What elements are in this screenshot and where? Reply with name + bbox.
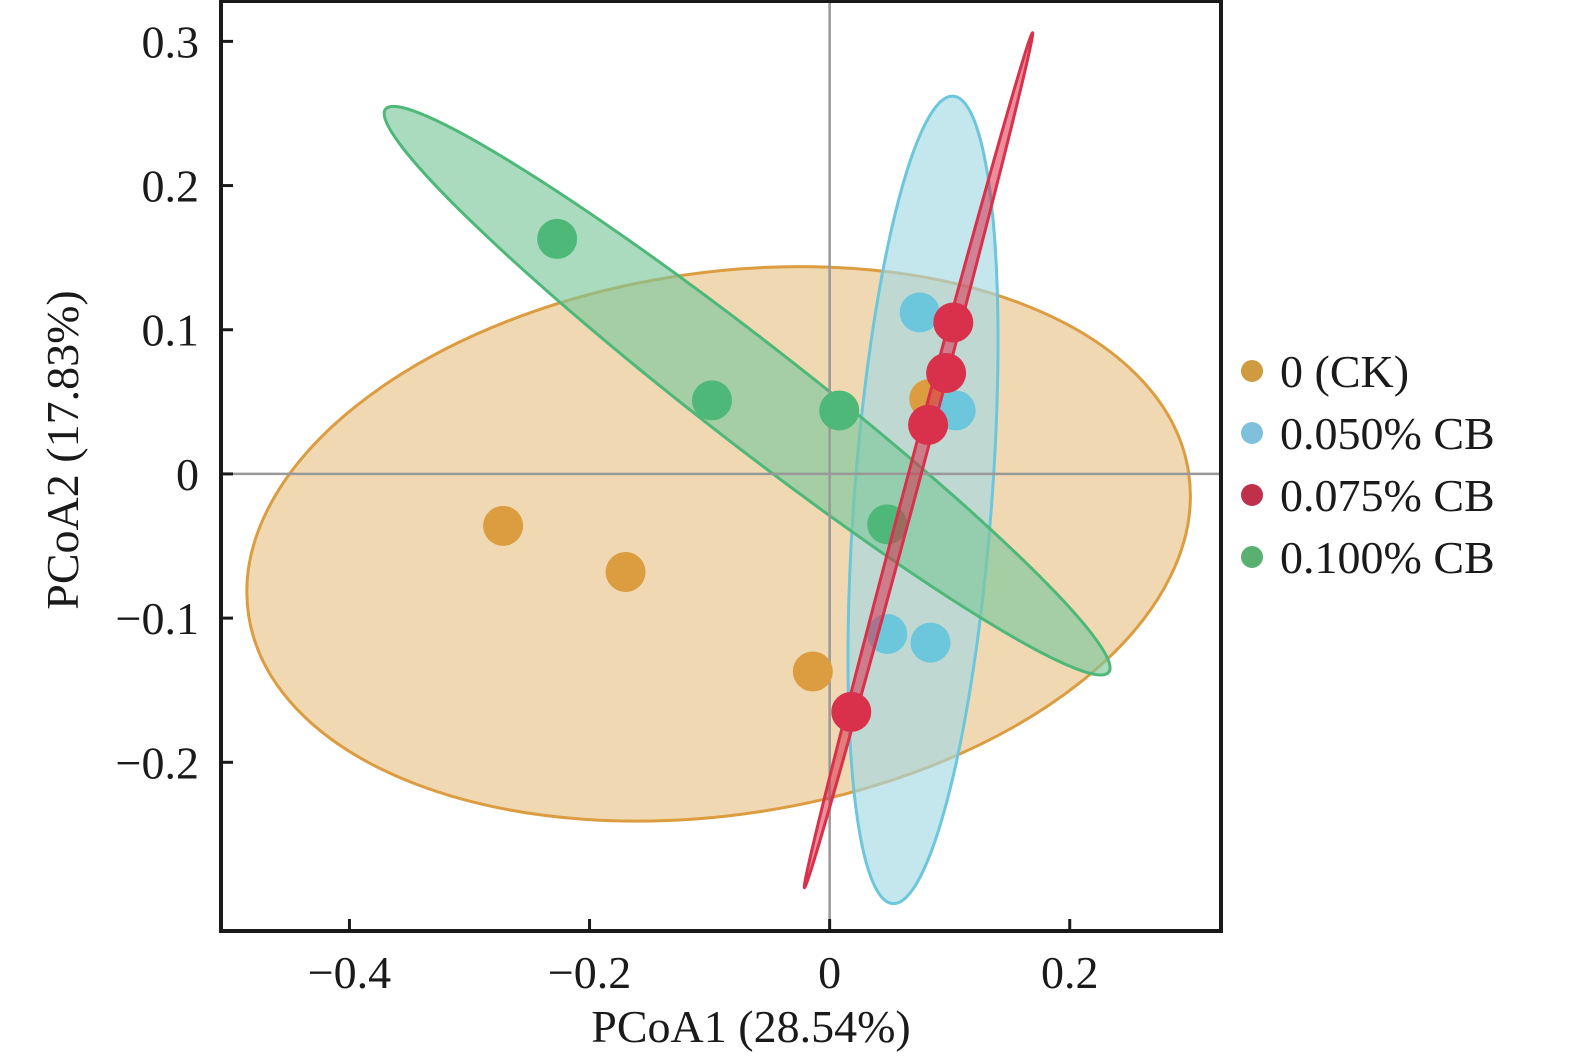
data-point bbox=[691, 380, 732, 421]
y-tick-label: −0.1 bbox=[116, 593, 199, 644]
legend-marker bbox=[1241, 422, 1263, 444]
data-point bbox=[899, 292, 940, 333]
x-tick-label: −0.4 bbox=[308, 947, 391, 998]
confidence-ellipses bbox=[245, 94, 1192, 906]
legend-marker bbox=[1241, 360, 1263, 382]
x-tick-label: 0.2 bbox=[1041, 947, 1099, 998]
data-point bbox=[908, 404, 949, 445]
y-tick-label: 0.1 bbox=[142, 305, 200, 356]
data-point bbox=[831, 691, 872, 732]
data-point bbox=[792, 651, 833, 692]
legend: 0 (CK) 0.050% CB 0.075% CB 0.100% CB bbox=[1241, 346, 1495, 583]
legend-label: 0 (CK) bbox=[1280, 346, 1409, 397]
data-point bbox=[819, 390, 860, 431]
data-point bbox=[926, 353, 967, 393]
y-tick-label: 0 bbox=[176, 449, 199, 500]
data-point bbox=[483, 505, 524, 546]
data-point bbox=[537, 218, 578, 259]
y-tick-label: 0.3 bbox=[142, 16, 200, 67]
legend-marker bbox=[1241, 546, 1263, 568]
legend-label: 0.100% CB bbox=[1280, 532, 1495, 583]
x-tick-label: 0 bbox=[818, 947, 841, 998]
plot-frame bbox=[219, 0, 1223, 933]
y-tick-label: −0.2 bbox=[116, 737, 199, 788]
x-axis: −0.4 −0.2 0 0.2 bbox=[308, 919, 1099, 998]
data-point bbox=[910, 622, 951, 663]
x-axis-title: PCoA1 (28.54%) bbox=[591, 1001, 910, 1052]
data-points bbox=[483, 218, 976, 692]
legend-label: 0.075% CB bbox=[1280, 470, 1495, 521]
data-point bbox=[605, 551, 646, 592]
data-point bbox=[933, 302, 974, 343]
legend-label: 0.050% CB bbox=[1280, 408, 1495, 459]
legend-item: 0.075% CB bbox=[1241, 470, 1495, 521]
confidence-ellipses-top bbox=[802, 31, 1035, 890]
legend-marker bbox=[1241, 484, 1263, 506]
confidence-ellipse bbox=[802, 31, 1035, 890]
y-axis: 0.3 0.2 0.1 0 −0.1 −0.2 bbox=[116, 16, 233, 788]
y-axis-title: PCoA2 (17.83%) bbox=[37, 290, 88, 609]
legend-item: 0 (CK) bbox=[1241, 346, 1409, 397]
y-tick-label: 0.2 bbox=[142, 161, 200, 212]
x-tick-label: −0.2 bbox=[548, 947, 631, 998]
legend-item: 0.050% CB bbox=[1241, 408, 1495, 459]
legend-item: 0.100% CB bbox=[1241, 532, 1495, 583]
